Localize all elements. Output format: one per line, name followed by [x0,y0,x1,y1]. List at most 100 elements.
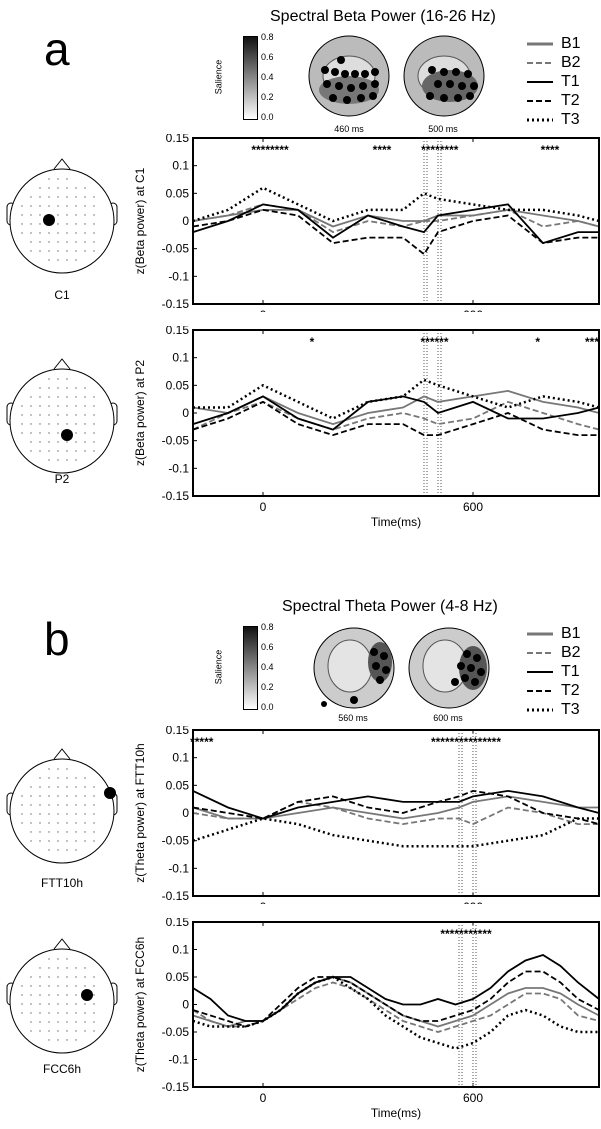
scalp-grid-dot [84,1021,86,1023]
series-line-b1 [192,208,600,228]
scalp-grid-dot [93,450,95,452]
significance-stars: *************** [431,735,501,749]
y-tick-label: -0.15 [162,489,190,503]
scalp-grid-dot [75,1030,77,1032]
scalp-grid-dot [57,241,59,243]
scalp-grid-dot [39,1021,41,1023]
y-axis-label: z(Beta power) at C1 [133,167,147,274]
significance-stars: *** [585,335,599,349]
scalp-grid-dot [39,786,41,788]
x-tick-label: 0 [260,1091,267,1105]
legend-item: B2 [527,53,581,72]
scalp-grid-dot [39,396,41,398]
scalp-grid-dot [39,214,41,216]
scalp-grid-dot [30,405,32,407]
scalp-grid-dot [48,804,50,806]
chart-theta-fcc6h: z(Theta power) at FCC6h -0.15 -0.1 -0.05 0 0.… [133,918,600,1120]
scalp-grid-dot [21,205,23,207]
scalp-grid-dot [84,1003,86,1005]
scalp-grid-dot [66,250,68,252]
plot-frame [192,329,600,497]
scalp-grid-dot [30,985,32,987]
scalp-grid-dot [66,223,68,225]
scalp-grid-dot [84,450,86,452]
scalp-grid-dot [75,241,77,243]
scalp-grid-dot [57,459,59,461]
scalp-grid-dot [93,813,95,815]
scalp-grid-dot [57,795,59,797]
salience-colorbar-a: Salience 0.8 0.6 0.4 0.2 0.0 [213,32,275,132]
scalp-grid-dot [48,405,50,407]
scalp-grid-dot [30,831,32,833]
scalp-grid-dot [30,432,32,434]
panel-b-title: Spectral Theta Power (4-8 Hz) [282,598,498,615]
scalp-grid-dot [21,795,23,797]
scalp-grid-dot [48,241,50,243]
scalp-grid-dot [48,232,50,234]
scalp-grid-dot [48,976,50,978]
scalp-grid-dot [93,831,95,833]
scalp-grid-dot [21,414,23,416]
topomap-500ms [403,35,485,117]
scalp-grid-dot [75,1012,77,1014]
significance-stars: ******** [251,143,289,157]
scalp-grid-dot [48,831,50,833]
scalp-grid-dot [93,232,95,234]
electrode-marker [104,787,116,799]
y-tick-label: 0 [182,998,189,1012]
topomap-time-label: 600 ms [433,713,463,723]
series-line-t1 [192,789,600,820]
scalp-grid-dot [39,196,41,198]
scalp-grid-dot [84,441,86,443]
scalp-grid-dot [48,1003,50,1005]
scalp-grid-dot [48,795,50,797]
colorbar-tick: 0.8 [261,622,274,632]
scalp-grid-dot [84,804,86,806]
legend-item: T2 [527,681,581,700]
topomap-460ms [308,35,390,117]
scalp-grid-dot [93,985,95,987]
scalp-grid-dot [75,967,77,969]
legend-label: T1 [561,72,580,90]
scalp-grid-dot [75,250,77,252]
y-tick-label: 0 [182,406,189,420]
scalp-grid-dot [57,976,59,978]
scalp-grid-dot [39,432,41,434]
scalp-grid-dot [75,214,77,216]
scalp-grid-dot [57,196,59,198]
legend-b: B1 B2 T1 T2 T3 [527,624,581,719]
scalp-grid-dot [66,1039,68,1041]
scalp-grid-dot [57,432,59,434]
colorbar-label: Salience [213,59,224,95]
scalp-grid-dot [48,1021,50,1023]
y-axis-label: z(Theta power) at FTT10h [133,743,147,882]
y-tick-label: -0.05 [162,834,190,848]
scalp-grid-dot [66,822,68,824]
x-tick-label: 600 [463,900,483,904]
scalp-grid-dot [66,259,68,261]
scalp-grid-dot [39,1003,41,1005]
scalp-grid-dot [57,994,59,996]
series-line-t3 [193,378,600,420]
topomap-560ms [313,627,395,709]
y-tick-label: -0.1 [168,861,189,875]
scalp-grid-dot [57,405,59,407]
scalp-grid-dot [75,777,77,779]
scalp-grid-dot [75,432,77,434]
scalp-grid-dot [66,840,68,842]
scalp-grid-dot [75,387,77,389]
scalp-grid-dot [93,423,95,425]
scalp-grid-dot [75,840,77,842]
series-line-b2 [192,800,599,826]
y-axis-label: z(Theta power) at FCC6h [133,937,147,1072]
series-line-t3 [192,975,599,1050]
scalp-grid-dot [93,795,95,797]
scalp-grid-dot [48,250,50,252]
scalp-grid-dot [84,414,86,416]
scalp-grid-dot [84,196,86,198]
scalp-grid-dot [93,804,95,806]
scalp-grid-dot [57,232,59,234]
significance-stars: **** [541,143,560,157]
scalp-grid-dot [84,187,86,189]
scalp-grid-dot [30,813,32,815]
